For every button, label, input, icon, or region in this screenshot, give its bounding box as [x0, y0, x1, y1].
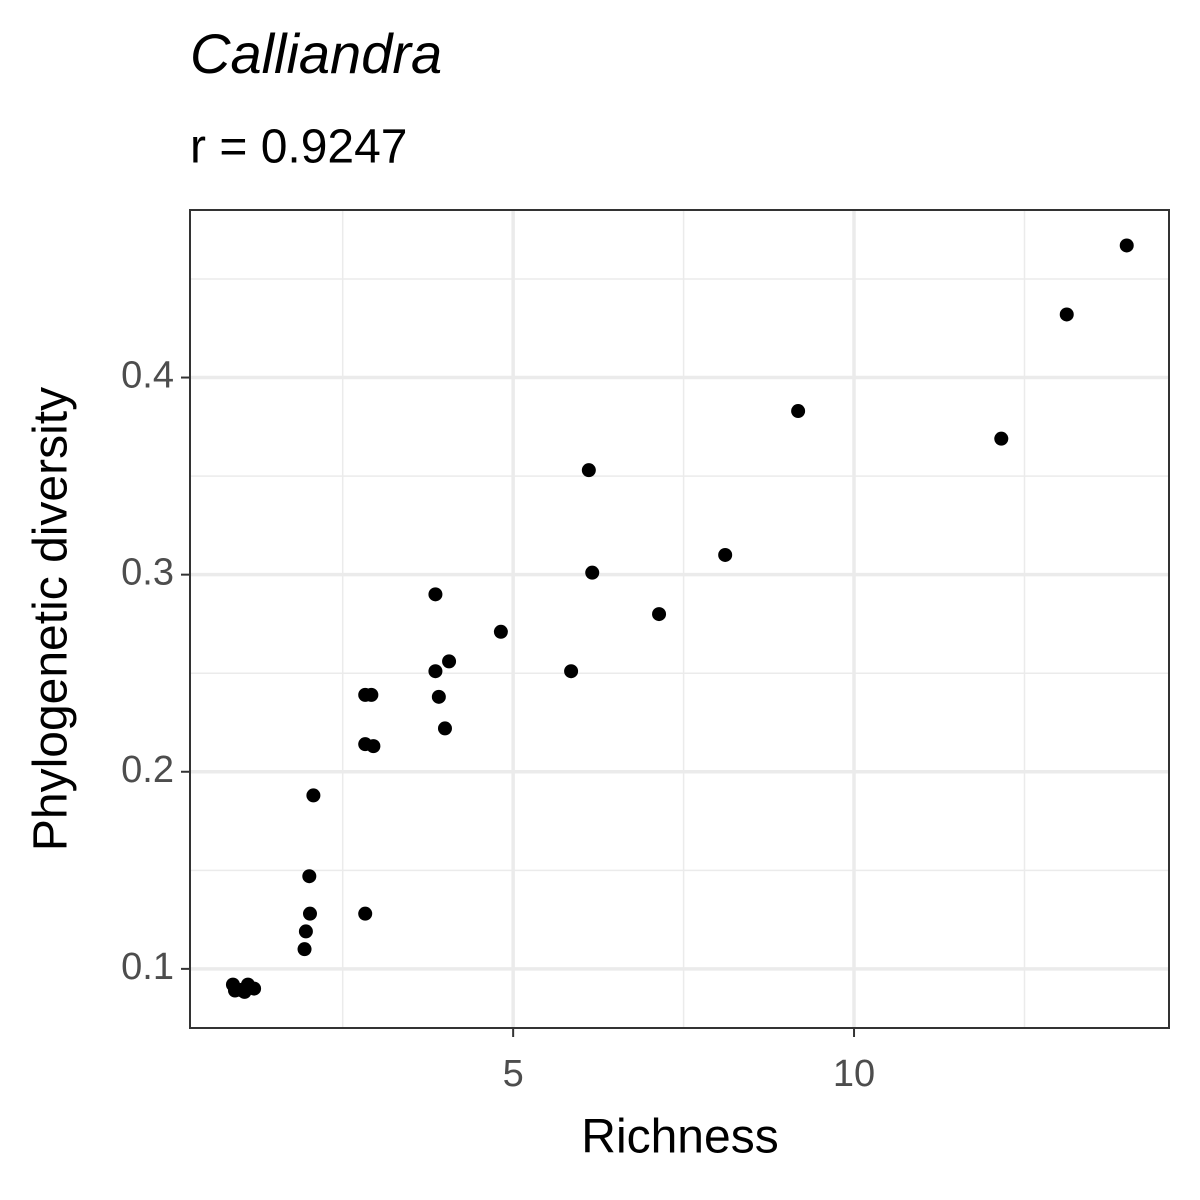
chart-title: Calliandra	[190, 22, 442, 85]
chart-subtitle: r = 0.9247	[190, 121, 408, 174]
point	[298, 924, 313, 939]
point	[791, 404, 806, 419]
y-tick-label: 0.3	[121, 552, 174, 594]
x-tick-label: 10	[833, 1053, 875, 1095]
point	[358, 906, 373, 921]
point	[227, 983, 242, 998]
point	[431, 689, 446, 704]
y-tick-label: 0.4	[121, 355, 174, 397]
point	[302, 906, 317, 921]
point	[564, 664, 579, 679]
x-axis-title: Richness	[581, 1111, 778, 1164]
point	[994, 431, 1009, 446]
panel-border	[189, 209, 1170, 1029]
y-tick-label: 0.1	[121, 946, 174, 988]
point	[306, 788, 321, 803]
y-axis-title: Phylogenetic diversity	[25, 387, 78, 851]
point	[585, 565, 600, 580]
point	[652, 607, 667, 622]
point	[718, 547, 733, 562]
point	[1119, 238, 1134, 253]
point	[297, 942, 312, 957]
point	[302, 869, 317, 884]
point	[437, 721, 452, 736]
point	[493, 624, 508, 639]
point	[1059, 307, 1074, 322]
point	[442, 654, 457, 669]
point	[366, 739, 381, 754]
point	[428, 664, 443, 679]
y-tick-label: 0.2	[121, 749, 174, 791]
point	[428, 587, 443, 602]
point	[581, 463, 596, 478]
x-tick-label: 5	[503, 1053, 524, 1095]
point	[364, 687, 379, 702]
